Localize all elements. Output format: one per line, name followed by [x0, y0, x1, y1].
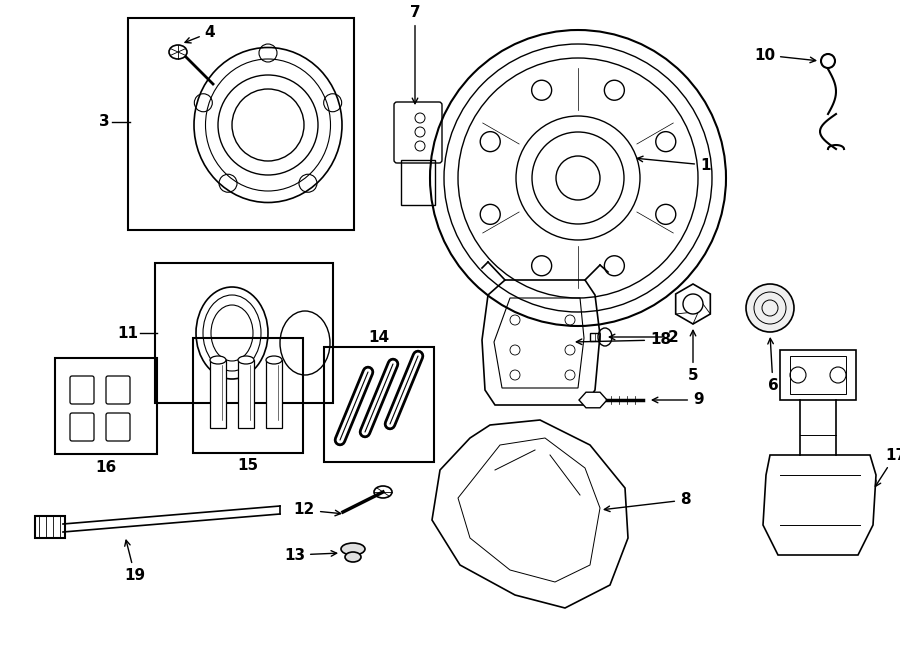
Bar — [35, 516, 65, 538]
Text: 6: 6 — [768, 338, 778, 393]
Text: 12: 12 — [293, 502, 341, 518]
Bar — [401, 160, 435, 205]
Circle shape — [746, 284, 794, 332]
Polygon shape — [579, 392, 607, 408]
Bar — [324, 347, 434, 462]
Polygon shape — [763, 455, 876, 555]
Text: 4: 4 — [185, 25, 215, 43]
Text: 13: 13 — [284, 547, 337, 563]
Ellipse shape — [169, 45, 187, 59]
Bar — [128, 18, 354, 230]
Bar — [790, 356, 846, 394]
Polygon shape — [676, 284, 710, 324]
Text: 8: 8 — [604, 492, 690, 512]
Text: 19: 19 — [124, 540, 146, 583]
Ellipse shape — [341, 543, 365, 555]
Bar — [155, 263, 333, 403]
Bar — [55, 358, 157, 454]
Ellipse shape — [266, 356, 282, 364]
Bar — [238, 360, 254, 428]
Text: 1: 1 — [637, 156, 710, 173]
Text: 2: 2 — [609, 329, 679, 344]
Text: 3: 3 — [99, 114, 110, 130]
Text: 17: 17 — [876, 447, 900, 486]
Text: 11: 11 — [117, 325, 138, 340]
Text: 14: 14 — [368, 330, 390, 346]
Text: 9: 9 — [652, 393, 704, 407]
Text: 15: 15 — [238, 459, 258, 473]
Bar — [193, 338, 303, 453]
Text: 5: 5 — [688, 330, 698, 383]
Text: 7: 7 — [410, 5, 420, 104]
Ellipse shape — [238, 356, 254, 364]
Ellipse shape — [345, 552, 361, 562]
Text: 10: 10 — [754, 48, 815, 63]
Bar — [780, 350, 856, 400]
Ellipse shape — [210, 356, 226, 364]
Ellipse shape — [374, 486, 392, 498]
Ellipse shape — [598, 328, 612, 346]
Bar — [210, 360, 226, 428]
Bar — [590, 333, 604, 341]
Text: 18: 18 — [576, 332, 671, 348]
Bar — [266, 360, 282, 428]
Text: 16: 16 — [95, 461, 117, 475]
